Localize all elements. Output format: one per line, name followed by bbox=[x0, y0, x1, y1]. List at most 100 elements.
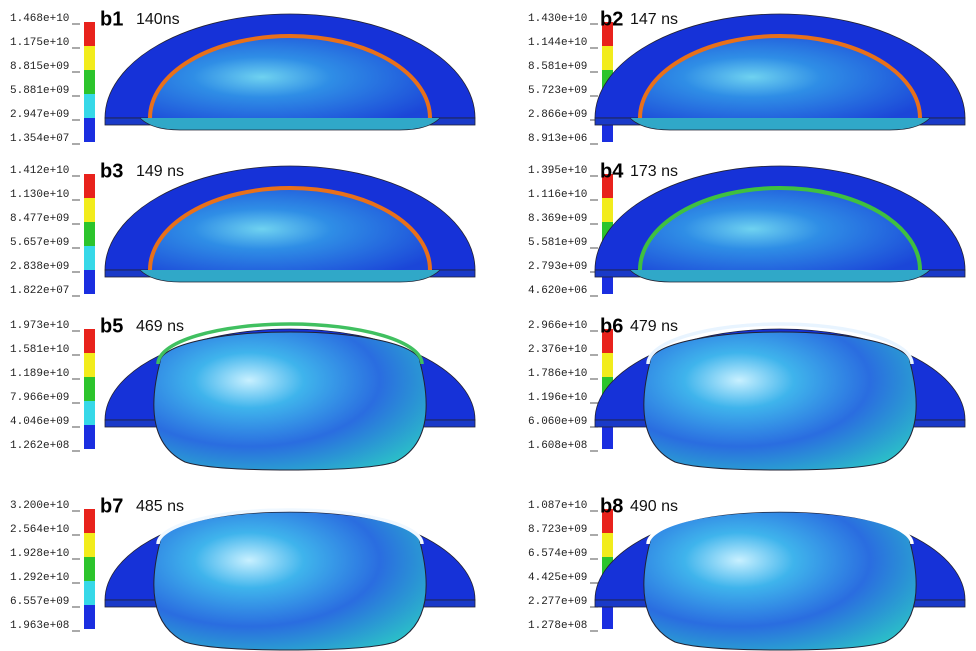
legend-label: 5.881e+09 bbox=[10, 85, 69, 97]
colorbar-block bbox=[84, 353, 95, 377]
colorbar-block bbox=[602, 425, 613, 449]
legend-label: 1.412e+10 bbox=[10, 165, 69, 177]
panel-label: b3 bbox=[100, 160, 123, 182]
time-label: 490 ns bbox=[630, 498, 678, 515]
bowl bbox=[644, 332, 916, 470]
bowl bbox=[644, 512, 916, 650]
simulation bbox=[595, 324, 965, 470]
legend-label: 1.175e+10 bbox=[10, 37, 69, 49]
legend-label: 2.277e+09 bbox=[528, 596, 587, 608]
legend-label: 1.087e+10 bbox=[528, 500, 587, 512]
legend-label: 2.793e+09 bbox=[528, 261, 587, 273]
bowl bbox=[154, 512, 426, 650]
panel: 1.468e+10 1.175e+10 8.815e+09 5.881e+09 2.94… bbox=[10, 8, 475, 145]
time-label: 485 ns bbox=[136, 498, 184, 515]
time-label: 149 ns bbox=[136, 163, 184, 180]
legend-label: 1.116e+10 bbox=[528, 189, 587, 201]
bowl-rim bbox=[630, 118, 930, 130]
colorbar-block bbox=[84, 70, 95, 94]
legend-label: 8.913e+06 bbox=[528, 133, 587, 145]
time-label: 173 ns bbox=[630, 163, 678, 180]
panel: 1.430e+101.144e+108.581e+095.723e+092.86… bbox=[528, 8, 965, 145]
legend-label: 5.581e+09 bbox=[528, 237, 587, 249]
legend-label: 8.581e+09 bbox=[528, 61, 587, 73]
legend-label: 1.278e+08 bbox=[528, 620, 587, 632]
legend-label: 2.838e+09 bbox=[10, 261, 69, 273]
panel: 1.973e+10 1.581e+10 1.189e+10 7.966e+09 4.04… bbox=[10, 315, 475, 470]
legend-label: 5.657e+09 bbox=[10, 237, 69, 249]
panel-label: b2 bbox=[600, 8, 623, 30]
simulation bbox=[105, 509, 475, 650]
legend-label: 5.723e+09 bbox=[528, 85, 587, 97]
legend-label: 2.947e+09 bbox=[10, 109, 69, 121]
colorbar-block bbox=[84, 377, 95, 401]
simulation bbox=[595, 166, 965, 282]
legend-label: 1.468e+10 bbox=[10, 13, 69, 25]
colorbar-block bbox=[84, 533, 95, 557]
colorbar-block bbox=[84, 222, 95, 246]
legend-label: 8.477e+09 bbox=[10, 213, 69, 225]
legend-label: 1.608e+08 bbox=[528, 440, 587, 452]
colorbar-block bbox=[84, 246, 95, 270]
legend-label: 7.966e+09 bbox=[10, 392, 69, 404]
figure: 1.468e+10 1.175e+10 8.815e+09 5.881e+09 2.94… bbox=[0, 0, 976, 651]
simulation bbox=[595, 14, 965, 130]
legend-label: 8.815e+09 bbox=[10, 61, 69, 73]
panel-label: b7 bbox=[100, 495, 123, 517]
legend-label: 8.369e+09 bbox=[528, 213, 587, 225]
time-label: 147 ns bbox=[630, 11, 678, 28]
simulation bbox=[105, 166, 475, 282]
bowl-rim bbox=[630, 270, 930, 282]
legend-label: 2.564e+10 bbox=[10, 524, 69, 536]
legend-label: 4.425e+09 bbox=[528, 572, 587, 584]
legend-label: 4.046e+09 bbox=[10, 416, 69, 428]
legend-label: 1.963e+08 bbox=[10, 620, 69, 632]
legend-label: 1.973e+10 bbox=[10, 320, 69, 332]
panel: 1.412e+10 1.130e+10 8.477e+09 5.657e+09 2.83… bbox=[10, 160, 475, 297]
colorbar-block bbox=[84, 118, 95, 142]
bowl-rim bbox=[140, 270, 440, 282]
simulation bbox=[105, 14, 475, 130]
legend-label: 4.620e+06 bbox=[528, 285, 587, 297]
legend-label: 8.723e+09 bbox=[528, 524, 587, 536]
legend-label: 1.395e+10 bbox=[528, 165, 587, 177]
colorbar-block bbox=[84, 605, 95, 629]
colorbar-block bbox=[602, 605, 613, 629]
panel: 1.087e+10 8.723e+09 6.574e+09 4.425e+09 2.27… bbox=[528, 495, 965, 650]
panel: 1.395e+10 1.116e+10 8.369e+09 5.581e+09 2.79… bbox=[528, 160, 965, 297]
colorbar-block bbox=[602, 353, 613, 377]
legend-label: 1.144e+10 bbox=[528, 37, 587, 49]
panel-label: b6 bbox=[600, 315, 623, 337]
bowl bbox=[154, 332, 426, 470]
legend-label: 6.574e+09 bbox=[528, 548, 587, 560]
colorbar-block bbox=[84, 22, 95, 46]
colorbar-block bbox=[602, 46, 613, 70]
legend-label: 1.292e+10 bbox=[10, 572, 69, 584]
simulation bbox=[105, 324, 475, 470]
colorbar-block bbox=[84, 198, 95, 222]
legend-label: 1.189e+10 bbox=[10, 368, 69, 380]
legend-label: 6.060e+09 bbox=[528, 416, 587, 428]
legend-label: 2.966e+10 bbox=[528, 320, 587, 332]
legend-label: 1.130e+10 bbox=[10, 189, 69, 201]
panel-label: b8 bbox=[600, 495, 623, 517]
legend-label: 1.196e+10 bbox=[528, 392, 587, 404]
time-label: 140ns bbox=[136, 11, 180, 28]
colorbar-block bbox=[84, 174, 95, 198]
legend-label: 1.581e+10 bbox=[10, 344, 69, 356]
simulation bbox=[595, 509, 965, 650]
colorbar-block bbox=[602, 198, 613, 222]
legend-label: 3.200e+10 bbox=[10, 500, 69, 512]
panel-label: b5 bbox=[100, 315, 123, 337]
colorbar-block bbox=[84, 581, 95, 605]
colorbar-block bbox=[84, 425, 95, 449]
colorbar-block bbox=[84, 329, 95, 353]
colorbar-block bbox=[84, 270, 95, 294]
time-label: 479 ns bbox=[630, 318, 678, 335]
time-label: 469 ns bbox=[136, 318, 184, 335]
legend-label: 2.376e+10 bbox=[528, 344, 587, 356]
legend-label: 1.822e+07 bbox=[10, 285, 69, 297]
colorbar-block bbox=[84, 557, 95, 581]
colorbar-block bbox=[84, 94, 95, 118]
panel: 2.966e+102.376e+101.786e+101.196e+106.06… bbox=[528, 315, 965, 470]
